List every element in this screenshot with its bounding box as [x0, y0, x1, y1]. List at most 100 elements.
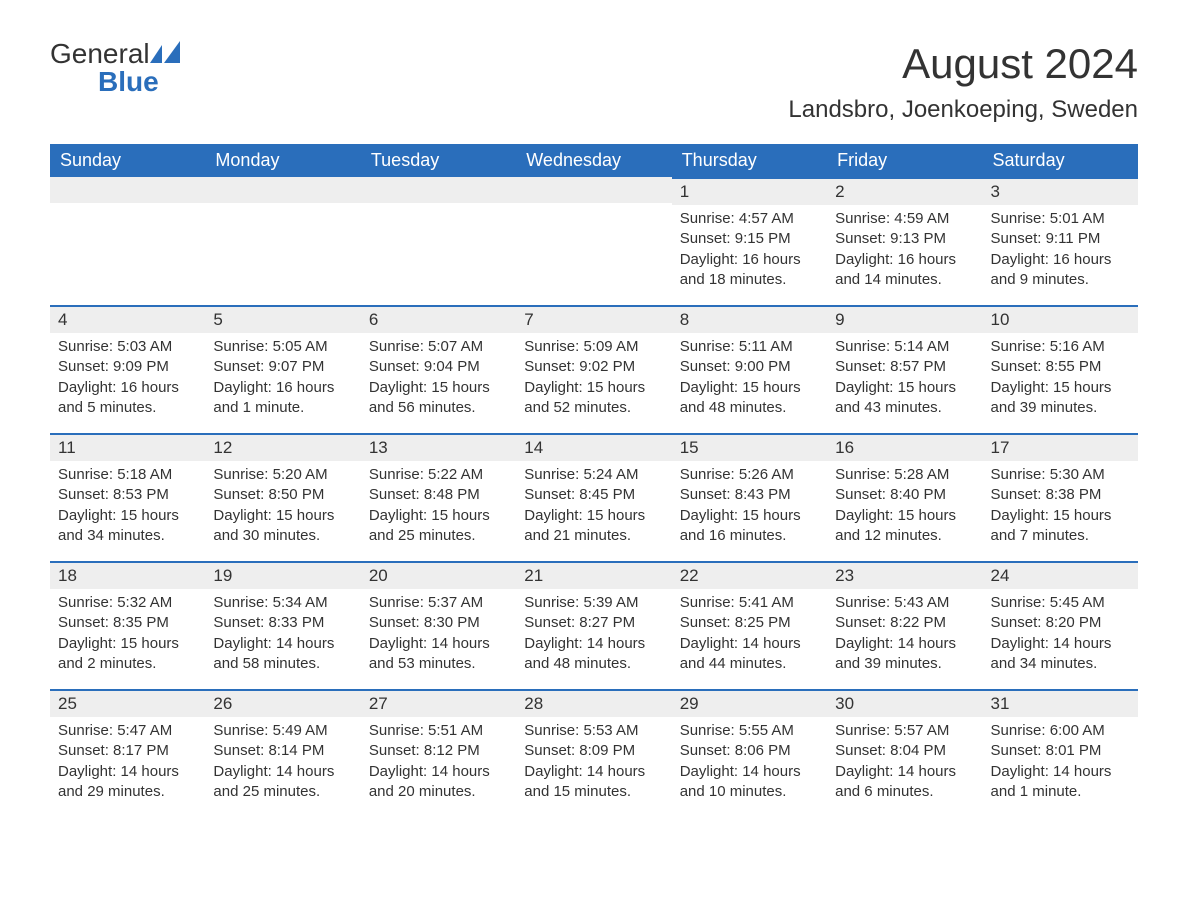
day-info: Sunrise: 5:20 AMSunset: 8:50 PMDaylight:… [205, 461, 360, 554]
daylight-line: Daylight: 15 hours and 43 minutes. [835, 378, 974, 419]
day-info: Sunrise: 5:45 AMSunset: 8:20 PMDaylight:… [983, 589, 1138, 682]
sunrise-line: Sunrise: 5:28 AM [835, 465, 974, 485]
sunrise-line: Sunrise: 5:01 AM [991, 209, 1130, 229]
day-info: Sunrise: 5:55 AMSunset: 8:06 PMDaylight:… [672, 717, 827, 810]
logo-flag-icon [150, 41, 180, 63]
day-info: Sunrise: 5:30 AMSunset: 8:38 PMDaylight:… [983, 461, 1138, 554]
sunset-line: Sunset: 8:20 PM [991, 613, 1130, 633]
calendar-cell: 14Sunrise: 5:24 AMSunset: 8:45 PMDayligh… [516, 433, 671, 561]
sunrise-line: Sunrise: 5:39 AM [524, 593, 663, 613]
calendar-cell: 26Sunrise: 5:49 AMSunset: 8:14 PMDayligh… [205, 689, 360, 817]
sunrise-line: Sunrise: 4:59 AM [835, 209, 974, 229]
sunrise-line: Sunrise: 5:07 AM [369, 337, 508, 357]
day-number: 6 [361, 305, 516, 333]
sunrise-line: Sunrise: 5:30 AM [991, 465, 1130, 485]
calendar-cell: 28Sunrise: 5:53 AMSunset: 8:09 PMDayligh… [516, 689, 671, 817]
sunrise-line: Sunrise: 5:16 AM [991, 337, 1130, 357]
calendar-cell: 16Sunrise: 5:28 AMSunset: 8:40 PMDayligh… [827, 433, 982, 561]
day-number: 20 [361, 561, 516, 589]
sunrise-line: Sunrise: 5:57 AM [835, 721, 974, 741]
sunset-line: Sunset: 8:12 PM [369, 741, 508, 761]
day-info: Sunrise: 5:57 AMSunset: 8:04 PMDaylight:… [827, 717, 982, 810]
sunset-line: Sunset: 8:35 PM [58, 613, 197, 633]
sunrise-line: Sunrise: 5:53 AM [524, 721, 663, 741]
weekday-header: Saturday [983, 144, 1138, 177]
day-info: Sunrise: 5:24 AMSunset: 8:45 PMDaylight:… [516, 461, 671, 554]
day-number: 26 [205, 689, 360, 717]
day-info: Sunrise: 5:47 AMSunset: 8:17 PMDaylight:… [50, 717, 205, 810]
location: Landsbro, Joenkoeping, Sweden [788, 96, 1138, 124]
daylight-line: Daylight: 14 hours and 15 minutes. [524, 762, 663, 803]
weekday-header: Thursday [672, 144, 827, 177]
calendar-cell [50, 177, 205, 305]
day-number: 29 [672, 689, 827, 717]
calendar-cell: 5Sunrise: 5:05 AMSunset: 9:07 PMDaylight… [205, 305, 360, 433]
day-number: 17 [983, 433, 1138, 461]
sunset-line: Sunset: 9:07 PM [213, 357, 352, 377]
day-number: 2 [827, 177, 982, 205]
sunrise-line: Sunrise: 5:18 AM [58, 465, 197, 485]
sunset-line: Sunset: 8:01 PM [991, 741, 1130, 761]
day-info: Sunrise: 5:18 AMSunset: 8:53 PMDaylight:… [50, 461, 205, 554]
day-info: Sunrise: 5:37 AMSunset: 8:30 PMDaylight:… [361, 589, 516, 682]
day-number: 22 [672, 561, 827, 589]
day-number: 3 [983, 177, 1138, 205]
sunrise-line: Sunrise: 5:43 AM [835, 593, 974, 613]
day-info: Sunrise: 5:51 AMSunset: 8:12 PMDaylight:… [361, 717, 516, 810]
daylight-line: Daylight: 14 hours and 44 minutes. [680, 634, 819, 675]
calendar-cell: 29Sunrise: 5:55 AMSunset: 8:06 PMDayligh… [672, 689, 827, 817]
daylight-line: Daylight: 16 hours and 14 minutes. [835, 250, 974, 291]
logo-part2: Blue [98, 66, 159, 97]
header: General Blue August 2024 Landsbro, Joenk… [50, 40, 1138, 134]
daylight-line: Daylight: 14 hours and 53 minutes. [369, 634, 508, 675]
day-info: Sunrise: 5:01 AMSunset: 9:11 PMDaylight:… [983, 205, 1138, 298]
day-number: 30 [827, 689, 982, 717]
calendar-cell: 19Sunrise: 5:34 AMSunset: 8:33 PMDayligh… [205, 561, 360, 689]
sunset-line: Sunset: 8:09 PM [524, 741, 663, 761]
logo-part1: General [50, 38, 150, 69]
daylight-line: Daylight: 15 hours and 34 minutes. [58, 506, 197, 547]
daylight-line: Daylight: 15 hours and 21 minutes. [524, 506, 663, 547]
sunrise-line: Sunrise: 5:47 AM [58, 721, 197, 741]
calendar-head: SundayMondayTuesdayWednesdayThursdayFrid… [50, 144, 1138, 177]
sunset-line: Sunset: 8:30 PM [369, 613, 508, 633]
calendar-cell: 4Sunrise: 5:03 AMSunset: 9:09 PMDaylight… [50, 305, 205, 433]
daylight-line: Daylight: 14 hours and 39 minutes. [835, 634, 974, 675]
calendar-cell: 2Sunrise: 4:59 AMSunset: 9:13 PMDaylight… [827, 177, 982, 305]
daylight-line: Daylight: 14 hours and 10 minutes. [680, 762, 819, 803]
day-info: Sunrise: 5:22 AMSunset: 8:48 PMDaylight:… [361, 461, 516, 554]
calendar-cell: 9Sunrise: 5:14 AMSunset: 8:57 PMDaylight… [827, 305, 982, 433]
daylight-line: Daylight: 15 hours and 48 minutes. [680, 378, 819, 419]
sunset-line: Sunset: 8:04 PM [835, 741, 974, 761]
daylight-line: Daylight: 14 hours and 58 minutes. [213, 634, 352, 675]
daylight-line: Daylight: 16 hours and 5 minutes. [58, 378, 197, 419]
logo-text: General Blue [50, 40, 180, 96]
daylight-line: Daylight: 16 hours and 1 minute. [213, 378, 352, 419]
day-info: Sunrise: 5:07 AMSunset: 9:04 PMDaylight:… [361, 333, 516, 426]
sunset-line: Sunset: 8:57 PM [835, 357, 974, 377]
day-number: 31 [983, 689, 1138, 717]
sunset-line: Sunset: 9:09 PM [58, 357, 197, 377]
weekday-header: Sunday [50, 144, 205, 177]
day-info: Sunrise: 5:14 AMSunset: 8:57 PMDaylight:… [827, 333, 982, 426]
day-number: 9 [827, 305, 982, 333]
daylight-line: Daylight: 15 hours and 39 minutes. [991, 378, 1130, 419]
sunrise-line: Sunrise: 4:57 AM [680, 209, 819, 229]
sunrise-line: Sunrise: 5:51 AM [369, 721, 508, 741]
calendar-cell [361, 177, 516, 305]
day-number: 24 [983, 561, 1138, 589]
day-number: 25 [50, 689, 205, 717]
calendar-cell: 18Sunrise: 5:32 AMSunset: 8:35 PMDayligh… [50, 561, 205, 689]
sunrise-line: Sunrise: 5:24 AM [524, 465, 663, 485]
sunrise-line: Sunrise: 6:00 AM [991, 721, 1130, 741]
sunset-line: Sunset: 8:55 PM [991, 357, 1130, 377]
calendar-cell: 1Sunrise: 4:57 AMSunset: 9:15 PMDaylight… [672, 177, 827, 305]
sunrise-line: Sunrise: 5:45 AM [991, 593, 1130, 613]
sunset-line: Sunset: 8:48 PM [369, 485, 508, 505]
calendar-cell: 15Sunrise: 5:26 AMSunset: 8:43 PMDayligh… [672, 433, 827, 561]
daylight-line: Daylight: 16 hours and 9 minutes. [991, 250, 1130, 291]
calendar-cell: 17Sunrise: 5:30 AMSunset: 8:38 PMDayligh… [983, 433, 1138, 561]
daylight-line: Daylight: 14 hours and 1 minute. [991, 762, 1130, 803]
month-title: August 2024 [788, 40, 1138, 88]
day-info: Sunrise: 5:28 AMSunset: 8:40 PMDaylight:… [827, 461, 982, 554]
